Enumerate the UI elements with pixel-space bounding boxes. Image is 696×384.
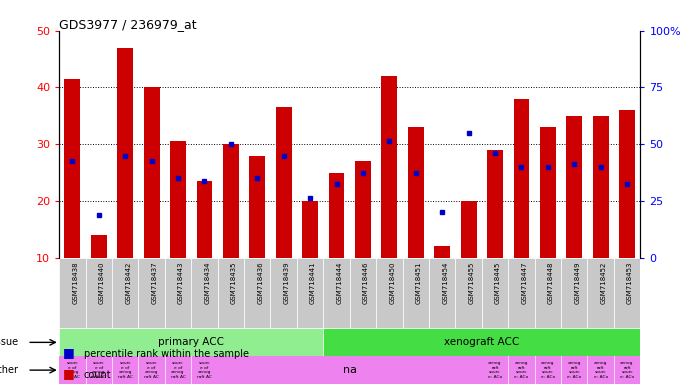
Bar (91, 235, 106, 258)
Bar (561, 258, 587, 328)
Text: ■: ■ (63, 346, 74, 359)
Bar (329, 173, 345, 258)
Bar (567, 116, 583, 258)
Text: GSM718445: GSM718445 (495, 262, 501, 304)
Bar (482, 258, 508, 328)
Text: GSM718450: GSM718450 (389, 262, 395, 304)
Bar (112, 258, 139, 328)
Bar (196, 181, 212, 258)
Bar (223, 144, 239, 258)
Text: GDS3977 / 236979_at: GDS3977 / 236979_at (59, 18, 197, 31)
Bar (244, 258, 271, 328)
Bar (324, 328, 640, 356)
Text: GSM718440: GSM718440 (99, 262, 105, 304)
Text: GSM718439: GSM718439 (284, 262, 290, 304)
Text: GSM718436: GSM718436 (258, 262, 263, 304)
Text: GSM718446: GSM718446 (363, 262, 369, 304)
Text: xenog
raft
sourc
e: ACo: xenog raft sourc e: ACo (567, 361, 581, 379)
Text: GSM718449: GSM718449 (574, 262, 580, 304)
Bar (271, 258, 297, 328)
Bar (487, 150, 503, 258)
Bar (143, 88, 159, 258)
Bar (117, 48, 133, 258)
Text: xenog
raft
sourc
e: ACo: xenog raft sourc e: ACo (541, 361, 555, 379)
Bar (276, 108, 292, 258)
Bar (218, 258, 244, 328)
Bar (59, 258, 86, 328)
Text: GSM718434: GSM718434 (205, 262, 210, 304)
Bar (455, 258, 482, 328)
Bar (408, 127, 424, 258)
Bar (191, 258, 218, 328)
Text: GSM718441: GSM718441 (310, 262, 316, 304)
Text: GSM718447: GSM718447 (521, 262, 528, 304)
Bar (302, 201, 318, 258)
Text: na: na (342, 365, 357, 375)
Bar (376, 258, 402, 328)
Bar (593, 116, 608, 258)
Bar (297, 258, 324, 328)
Text: xenog
raft
sourc
e: ACo: xenog raft sourc e: ACo (488, 361, 502, 379)
Text: percentile rank within the sample: percentile rank within the sample (84, 349, 248, 359)
Text: GSM718452: GSM718452 (601, 262, 607, 304)
Bar (540, 127, 556, 258)
Text: GSM718435: GSM718435 (231, 262, 237, 304)
Text: count: count (84, 370, 111, 380)
Bar (59, 328, 324, 356)
Text: GSM718443: GSM718443 (178, 262, 184, 304)
Bar (614, 258, 640, 328)
Text: sourc
e of
xenog
raft AC: sourc e of xenog raft AC (118, 361, 133, 379)
Text: GSM718438: GSM718438 (72, 262, 79, 304)
Bar (65, 79, 80, 258)
Text: GSM718455: GSM718455 (468, 262, 475, 304)
Bar (535, 258, 561, 328)
Bar (508, 258, 535, 328)
Bar (139, 258, 165, 328)
Text: GSM718454: GSM718454 (442, 262, 448, 304)
Text: GSM718444: GSM718444 (337, 262, 342, 304)
Bar (434, 247, 450, 258)
Bar (461, 201, 477, 258)
Bar (249, 156, 265, 258)
Text: xenog
raft
sourc
e: ACo: xenog raft sourc e: ACo (594, 361, 608, 379)
Text: GSM718437: GSM718437 (152, 262, 157, 304)
Text: sourc
e of
xenog
raft AC: sourc e of xenog raft AC (144, 361, 159, 379)
Bar (587, 258, 614, 328)
Text: sourc
e of
xenog
raft AC: sourc e of xenog raft AC (91, 361, 106, 379)
Text: xenog
raft
sourc
e: ACo: xenog raft sourc e: ACo (620, 361, 634, 379)
Bar (619, 110, 635, 258)
Bar (86, 258, 112, 328)
Text: primary ACC: primary ACC (158, 338, 224, 348)
Text: ■: ■ (63, 367, 74, 380)
Text: tissue: tissue (0, 338, 19, 348)
Text: xenog
raft
sourc
e: ACo: xenog raft sourc e: ACo (514, 361, 528, 379)
Bar (514, 99, 530, 258)
Text: other: other (0, 365, 19, 375)
Text: GSM718451: GSM718451 (416, 262, 422, 304)
Bar (165, 258, 191, 328)
Text: xenograft ACC: xenograft ACC (444, 338, 519, 348)
Bar (355, 161, 371, 258)
Bar (170, 141, 186, 258)
Bar (381, 76, 397, 258)
Text: sourc
e of
xenog
raft AC: sourc e of xenog raft AC (197, 361, 212, 379)
Bar (324, 258, 350, 328)
Text: GSM718442: GSM718442 (125, 262, 132, 304)
Text: GSM718448: GSM718448 (548, 262, 554, 304)
Bar (402, 258, 429, 328)
Text: sourc
e of
xenog
raft AC: sourc e of xenog raft AC (171, 361, 185, 379)
Text: sourc
e of
xenog
raft AC: sourc e of xenog raft AC (65, 361, 80, 379)
Bar (350, 258, 376, 328)
Text: GSM718453: GSM718453 (627, 262, 633, 304)
Bar (429, 258, 455, 328)
